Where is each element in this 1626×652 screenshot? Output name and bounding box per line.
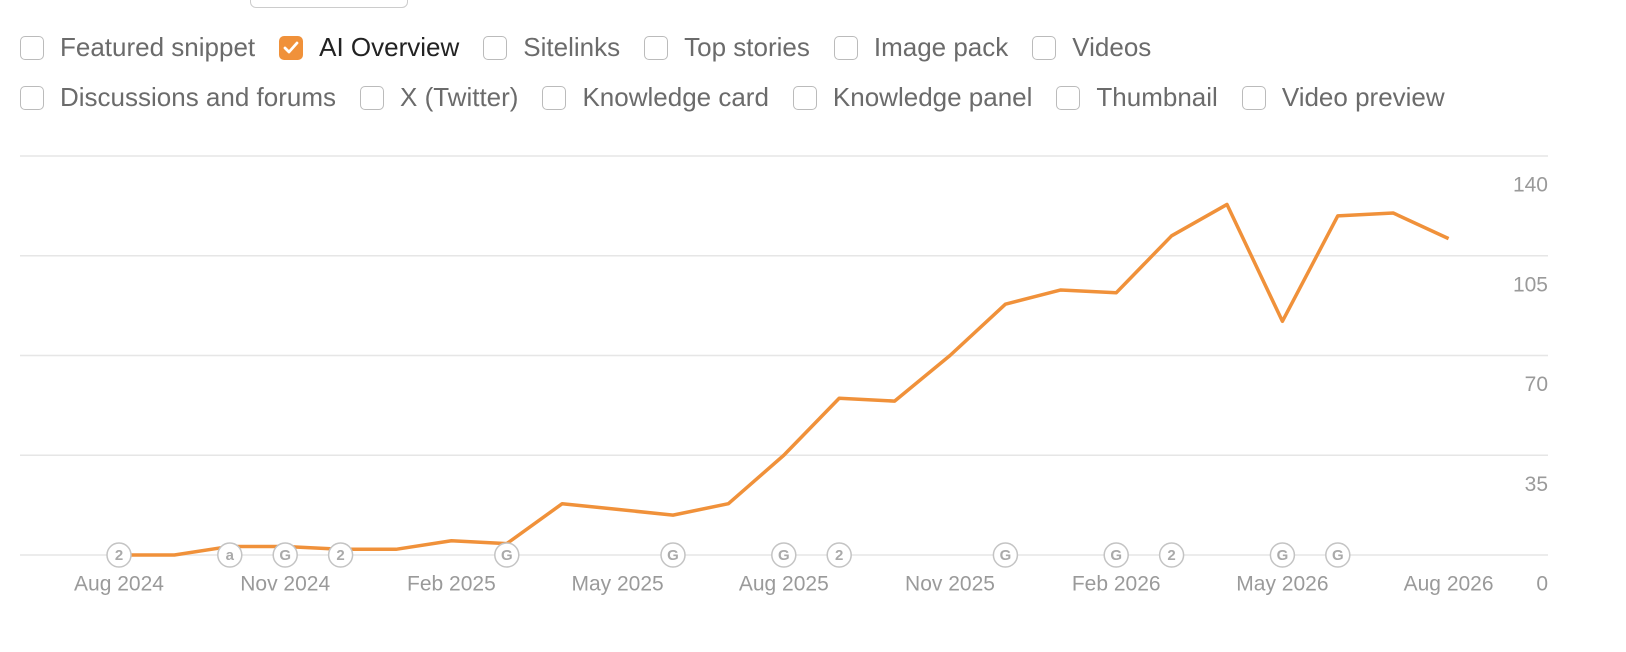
checkbox[interactable]: [542, 85, 567, 110]
marker-label: 2: [1167, 547, 1175, 564]
marker-circle: [1158, 542, 1185, 568]
checkbox[interactable]: [279, 35, 304, 60]
event-marker[interactable]: 2: [106, 542, 132, 568]
marker-circle: [771, 542, 797, 568]
y-tick-label: 105: [1513, 273, 1548, 296]
marker-circle: [1325, 542, 1351, 568]
filter-option[interactable]: Knowledge panel: [792, 82, 1033, 113]
marker-label: G: [778, 547, 790, 564]
y-tick-label: 70: [1525, 373, 1548, 396]
checkbox[interactable]: [360, 85, 384, 110]
x-tick-label: Feb 2026: [1072, 573, 1161, 596]
filter-label: Discussions and forums: [60, 82, 336, 112]
filter-option[interactable]: Discussions and forums: [20, 82, 336, 113]
event-marker[interactable]: 2: [1158, 542, 1185, 568]
marker-circle: [1269, 542, 1296, 568]
filter-option[interactable]: Video preview: [1241, 82, 1445, 113]
button-edge[interactable]: [250, 0, 408, 8]
marker-label: G: [1277, 547, 1289, 564]
filter-option[interactable]: Videos: [1032, 32, 1151, 63]
filter-label: AI Overview: [319, 32, 460, 62]
filter-label: Knowledge card: [582, 82, 769, 112]
filter-option[interactable]: AI Overview: [279, 32, 459, 63]
filter-option[interactable]: X (Twitter): [360, 82, 518, 113]
y-tick-label: 0: [1536, 573, 1548, 596]
marker-label: G: [1000, 547, 1012, 564]
marker-label: 2: [835, 547, 843, 564]
event-marker[interactable]: a: [217, 542, 243, 568]
marker-circle: [327, 542, 354, 568]
marker-circle: [494, 542, 520, 568]
event-marker[interactable]: G: [771, 542, 797, 568]
marker-label: 2: [336, 547, 344, 564]
filter-label: Top stories: [684, 32, 810, 62]
x-tick-label: Nov 2025: [905, 573, 995, 596]
x-tick-label: Aug 2024: [74, 573, 164, 596]
filter-label: Video preview: [1281, 82, 1445, 112]
event-marker[interactable]: 2: [327, 542, 354, 568]
check-icon: [283, 41, 299, 53]
x-tick-label: May 2026: [1236, 573, 1328, 596]
marker-circle: [272, 542, 298, 568]
event-marker[interactable]: G: [992, 542, 1019, 568]
filter-option[interactable]: Featured snippet: [20, 32, 255, 63]
x-tick-label: Feb 2025: [407, 573, 496, 596]
filter-label: X (Twitter): [400, 82, 519, 112]
filter-label: Knowledge panel: [832, 82, 1033, 112]
filter-option[interactable]: Image pack: [833, 32, 1009, 63]
checkbox[interactable]: [792, 85, 817, 110]
checkbox[interactable]: [483, 35, 508, 60]
filter-row: Featured snippet AI Overview Sitelinks Top …: [20, 32, 1151, 63]
marker-circle: [826, 542, 852, 568]
event-marker[interactable]: 2: [826, 542, 852, 568]
checkbox[interactable]: [1056, 85, 1081, 110]
event-marker[interactable]: G: [1269, 542, 1296, 568]
filter-label: Sitelinks: [523, 32, 621, 62]
marker-circle: [217, 542, 243, 568]
checkbox[interactable]: [20, 35, 44, 60]
filter-label: Thumbnail: [1096, 82, 1218, 112]
filter-option[interactable]: Sitelinks: [483, 32, 620, 63]
event-marker[interactable]: G: [494, 542, 520, 568]
event-marker[interactable]: G: [1325, 542, 1351, 568]
filter-option[interactable]: Knowledge card: [542, 82, 769, 113]
marker-circle: [106, 542, 132, 568]
checkbox[interactable]: [1241, 85, 1266, 110]
checkbox[interactable]: [644, 35, 669, 60]
x-tick-label: Nov 2024: [240, 573, 330, 596]
filter-label: Videos: [1072, 32, 1152, 62]
event-marker[interactable]: G: [272, 542, 298, 568]
filter-option[interactable]: Top stories: [644, 32, 810, 63]
marker-label: G: [501, 547, 513, 564]
marker-label: G: [1332, 547, 1344, 564]
marker-label: a: [226, 547, 235, 564]
marker-label: G: [279, 547, 291, 564]
marker-circle: [992, 542, 1019, 568]
marker-label: 2: [115, 547, 123, 564]
y-tick-label: 35: [1525, 473, 1548, 496]
filter-row: Discussions and forums X (Twitter) Knowled…: [20, 82, 1445, 113]
checkbox[interactable]: [20, 85, 44, 110]
filter-label: Image pack: [873, 32, 1009, 62]
marker-circle: [1103, 542, 1129, 568]
y-tick-label: 140: [1513, 174, 1548, 197]
filter-option[interactable]: Thumbnail: [1056, 82, 1218, 113]
checkbox[interactable]: [833, 35, 858, 60]
event-marker[interactable]: G: [660, 542, 686, 568]
x-tick-label: Aug 2025: [739, 573, 829, 596]
marker-label: G: [1110, 547, 1122, 564]
x-tick-label: Aug 2026: [1404, 573, 1494, 596]
marker-circle: [660, 542, 686, 568]
event-marker[interactable]: G: [1103, 542, 1129, 568]
x-tick-label: May 2025: [571, 573, 663, 596]
data-line: [119, 202, 1450, 557]
marker-label: G: [667, 547, 679, 564]
checkbox[interactable]: [1032, 35, 1057, 60]
filter-label: Featured snippet: [60, 32, 256, 62]
